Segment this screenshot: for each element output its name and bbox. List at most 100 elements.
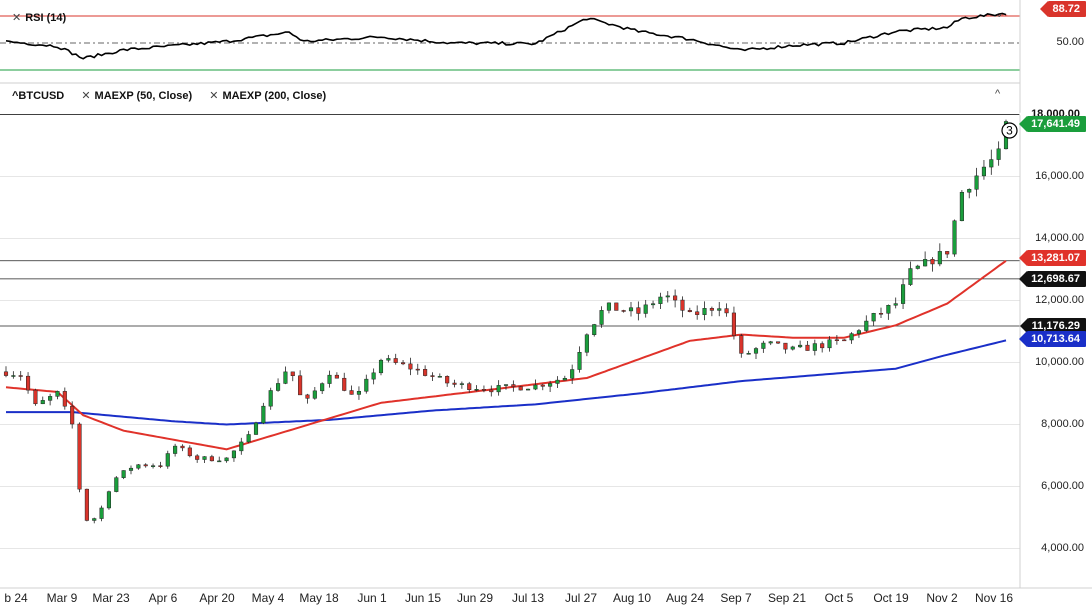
candle-body bbox=[518, 386, 523, 391]
price-tag-black: 11,176.29 bbox=[1019, 318, 1086, 335]
candle-body bbox=[996, 148, 1001, 160]
price-tag-blue: 10,713.64 bbox=[1019, 331, 1086, 347]
candle-body bbox=[864, 320, 869, 331]
chevron-up-icon[interactable]: ^ bbox=[995, 88, 1001, 100]
candle-body bbox=[386, 358, 391, 361]
close-icon[interactable]: ✕ bbox=[12, 12, 22, 24]
candle-body bbox=[665, 295, 670, 298]
candle-body bbox=[467, 383, 472, 390]
candle-body bbox=[327, 374, 332, 384]
candle-body bbox=[871, 313, 876, 322]
candle-body bbox=[378, 359, 384, 374]
candle-body bbox=[165, 453, 170, 467]
candle-body bbox=[695, 311, 700, 315]
x-tick-label: May 4 bbox=[251, 591, 285, 605]
candle-body bbox=[452, 382, 457, 385]
candle-body bbox=[268, 390, 273, 407]
candle-body bbox=[856, 330, 861, 334]
candle-body bbox=[827, 339, 832, 349]
symbol-label[interactable]: ^BTCUSD bbox=[12, 90, 65, 102]
candle-body bbox=[842, 339, 847, 342]
candle-body bbox=[55, 391, 60, 397]
y-tick-label: 12,000.00 bbox=[1035, 293, 1084, 306]
candle-body bbox=[834, 339, 839, 341]
x-tick-label: Jun 1 bbox=[357, 591, 387, 605]
candle-body bbox=[70, 405, 75, 425]
y-tick-label: 10,000.00 bbox=[1035, 355, 1084, 368]
candle-body bbox=[915, 265, 920, 269]
candle-body bbox=[474, 389, 479, 391]
price-tag-black: 12,698.67 bbox=[1019, 270, 1086, 287]
candle-body bbox=[496, 385, 501, 393]
candle-body bbox=[401, 362, 406, 365]
candle-body bbox=[812, 343, 817, 351]
rsi-legend[interactable]: ✕ RSI (14) bbox=[12, 11, 66, 24]
candle-body bbox=[349, 390, 354, 395]
candle-body bbox=[643, 304, 648, 314]
x-tick-label: Apr 20 bbox=[199, 591, 235, 605]
candle-body bbox=[136, 464, 141, 469]
candle-body bbox=[121, 470, 126, 478]
candle-body bbox=[658, 296, 663, 304]
x-tick-label: Aug 24 bbox=[665, 591, 705, 605]
candle-body bbox=[967, 189, 972, 193]
candle-body bbox=[901, 284, 906, 304]
candle-body bbox=[886, 305, 891, 314]
study-ma200-label[interactable]: MAEXP (200, Close) bbox=[222, 90, 327, 102]
candle-body bbox=[776, 341, 781, 344]
candle-body bbox=[739, 335, 744, 354]
x-tick-label: Oct 19 bbox=[873, 591, 909, 605]
candle-body bbox=[805, 344, 810, 351]
candle-body bbox=[415, 368, 420, 371]
x-tick-label: Aug 10 bbox=[612, 591, 652, 605]
candle-body bbox=[687, 310, 692, 313]
candle-body bbox=[99, 507, 104, 519]
candle-body bbox=[445, 376, 450, 384]
candle-body bbox=[584, 334, 589, 353]
candlestick-series bbox=[3, 119, 1009, 524]
candle-body bbox=[33, 389, 38, 405]
candle-body bbox=[481, 389, 486, 391]
candle-body bbox=[106, 491, 111, 509]
candle-body bbox=[356, 391, 361, 395]
study-ma50-label[interactable]: MAEXP (50, Close) bbox=[94, 90, 193, 102]
event-marker-icon[interactable]: 3 bbox=[1001, 122, 1018, 139]
candle-body bbox=[26, 375, 31, 391]
candle-body bbox=[246, 434, 251, 443]
ma200-path bbox=[6, 339, 1007, 426]
candle-body bbox=[923, 259, 928, 267]
candle-body bbox=[636, 307, 641, 314]
price-tag-green: 17,641.49 bbox=[1019, 116, 1086, 132]
close-icon[interactable]: ✕ bbox=[81, 90, 91, 102]
price-tag-red: 13,281.07 bbox=[1019, 250, 1086, 266]
candle-body bbox=[768, 341, 773, 344]
candle-body bbox=[48, 396, 53, 401]
price-level-lines bbox=[0, 114, 1020, 327]
candle-body bbox=[423, 368, 428, 376]
close-icon[interactable]: ✕ bbox=[209, 90, 219, 102]
candle-body bbox=[187, 447, 192, 457]
x-tick-label: Jul 27 bbox=[564, 591, 598, 605]
candle-body bbox=[253, 422, 259, 435]
y-tick-label: 8,000.00 bbox=[1041, 417, 1084, 430]
rsi-mid-tick: 50.00 bbox=[1056, 36, 1084, 48]
candle-body bbox=[224, 457, 229, 462]
x-tick-label: Jul 13 bbox=[511, 591, 545, 605]
x-tick-label: b 24 bbox=[4, 591, 28, 605]
main-legend: ^BTCUSD ✕ MAEXP (50, Close) ✕ MAEXP (200, … bbox=[12, 89, 326, 102]
candle-body bbox=[555, 379, 560, 384]
candle-body bbox=[702, 308, 707, 315]
candle-body bbox=[577, 352, 582, 370]
candle-body bbox=[592, 324, 597, 335]
candle-body bbox=[548, 383, 553, 387]
candle-body bbox=[680, 299, 685, 311]
rsi-legend-label: RSI (14) bbox=[25, 12, 67, 24]
candle-body bbox=[783, 342, 788, 350]
candle-body bbox=[731, 312, 736, 336]
candle-body bbox=[820, 343, 825, 349]
y-tick-label: 14,000.00 bbox=[1035, 231, 1084, 244]
chevron-down-icon[interactable]: ⌄ bbox=[995, 9, 1004, 20]
candle-body bbox=[231, 450, 236, 459]
grid-lines bbox=[0, 176, 1020, 549]
